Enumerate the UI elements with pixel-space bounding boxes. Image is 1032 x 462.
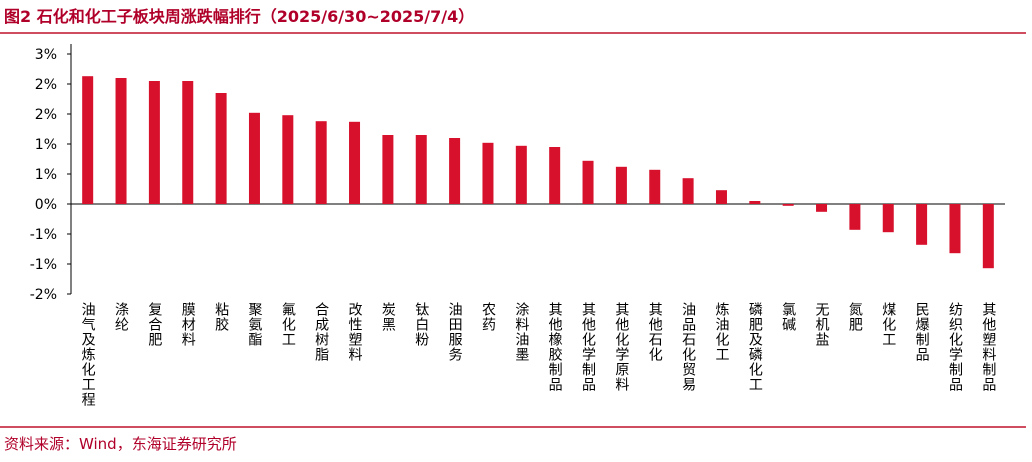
x-tick-label: 粘胶 (213, 302, 229, 332)
bar (682, 178, 694, 204)
x-tick-label: 农药 (480, 302, 496, 332)
x-tick-label: 氟化工 (280, 302, 296, 347)
x-tick-label: 炼油化工 (713, 302, 729, 362)
bar (282, 115, 294, 204)
y-tick-label: -1% (30, 227, 57, 243)
x-tick-label: 合成树脂 (313, 302, 329, 362)
y-tick-label: -1% (30, 257, 57, 273)
y-tick-label: 1% (35, 167, 57, 183)
x-tick-label: 其他化学制品 (580, 302, 596, 392)
bar (449, 138, 461, 204)
x-tick-label: 民爆制品 (914, 302, 930, 362)
y-tick-label: 2% (35, 107, 57, 123)
bar (82, 76, 94, 204)
bar (515, 145, 527, 204)
x-tick-label: 复合肥 (146, 301, 162, 347)
bar (615, 166, 627, 204)
bar (382, 135, 394, 204)
x-tick-label: 其他塑料制品 (980, 302, 996, 392)
x-tick-label: 磷肥及磷化工 (747, 302, 763, 392)
chart-title: 图2 石化和化工子板块周涨跌幅排行（2025/6/30~2025/7/4） (4, 7, 474, 26)
y-tick-label: 0% (35, 197, 57, 213)
x-tick-label: 纺织化学制品 (947, 302, 963, 392)
bar (115, 78, 127, 204)
x-tick-label: 炭黑 (380, 302, 396, 332)
bar (849, 204, 861, 230)
x-tick-label: 钛白粉 (413, 302, 429, 347)
y-tick-label: -2% (30, 287, 57, 303)
x-tick-label: 油气及炼化工程 (80, 302, 96, 407)
bar (248, 112, 260, 204)
bar (315, 121, 327, 204)
bar (582, 160, 594, 204)
x-tick-label: 氯碱 (780, 302, 796, 332)
x-tick-label: 油田服务 (447, 302, 463, 362)
bar (549, 147, 561, 204)
x-tick-label: 改性塑料 (347, 302, 363, 362)
y-tick-label: 1% (35, 137, 57, 153)
bar (916, 204, 928, 245)
bar (349, 121, 361, 204)
x-tick-label: 涂料油墨 (513, 302, 529, 362)
bar (715, 190, 727, 204)
x-tick-label: 油品石化贸易 (680, 302, 696, 392)
y-tick-label: 3% (35, 47, 57, 63)
bar (482, 142, 494, 204)
x-tick-label: 聚氨酯 (246, 302, 262, 347)
source-note: 资料来源：Wind，东海证券研究所 (4, 435, 237, 453)
y-tick-label: 2% (35, 77, 57, 93)
bar (982, 204, 994, 269)
x-tick-label: 其他石化 (647, 302, 663, 362)
bar (816, 204, 828, 212)
x-tick-label: 无机盐 (814, 302, 830, 347)
x-tick-label: 涤纶 (113, 302, 129, 332)
bar (882, 204, 894, 233)
x-tick-label: 氮肥 (847, 302, 863, 332)
bar (949, 204, 961, 254)
x-tick-label: 其他橡胶制品 (547, 302, 563, 392)
bar (782, 204, 794, 206)
bar (649, 169, 661, 204)
x-tick-label: 膜材料 (180, 302, 196, 347)
x-tick-label: 煤化工 (880, 302, 896, 347)
bar (215, 93, 227, 204)
bar (182, 81, 194, 204)
x-tick-label: 其他化学原料 (613, 302, 629, 392)
bar (749, 201, 761, 204)
bar (148, 81, 160, 204)
bar (415, 135, 427, 204)
